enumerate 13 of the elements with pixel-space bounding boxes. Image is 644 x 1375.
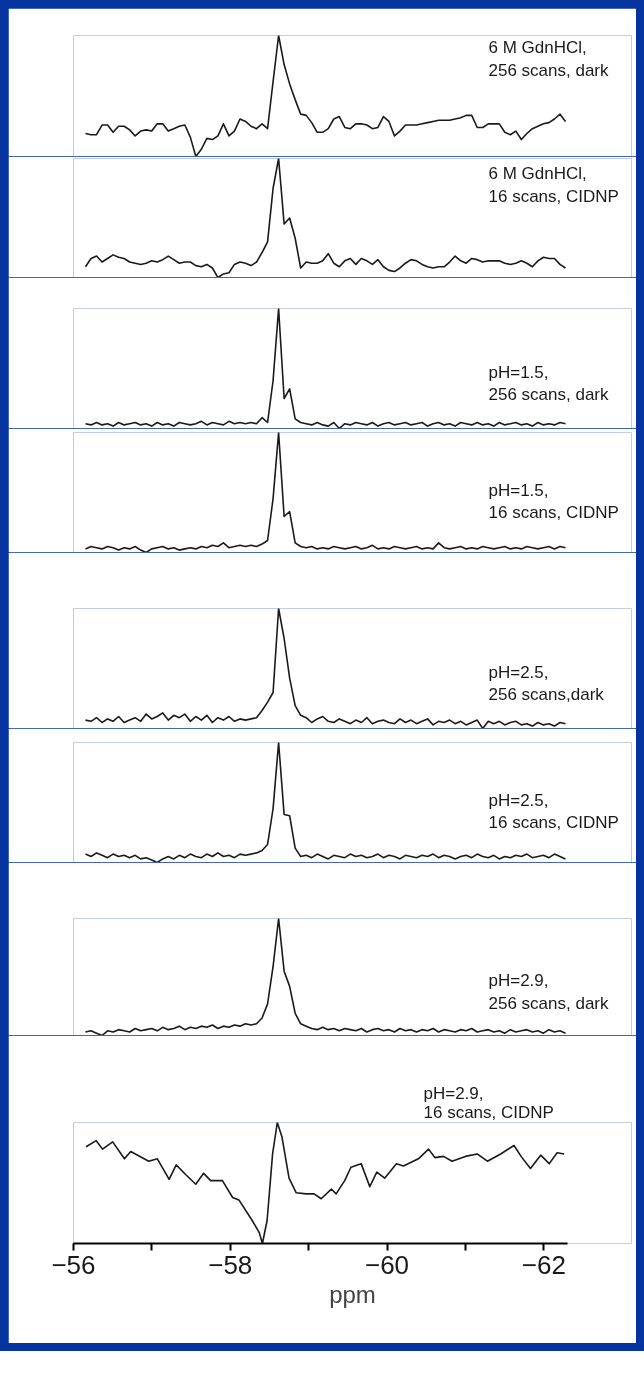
x-axis-title: ppm bbox=[329, 1280, 376, 1308]
annotation: 6 M GdnHCl, 256 scans, dark bbox=[488, 37, 610, 80]
annotation: pH=2.5, 256 scans,dark bbox=[488, 662, 605, 705]
annotation: pH=2.9, 256 scans, dark bbox=[488, 971, 610, 1013]
x-tick-label: −58 bbox=[208, 1249, 253, 1280]
annotation: pH=2.5, 16 scans, CIDNP bbox=[488, 790, 619, 833]
x-tick-label: −56 bbox=[51, 1249, 96, 1280]
text: pH=2.9, 16 scans, CIDNP bbox=[423, 1083, 554, 1122]
x-tick-label: −62 bbox=[521, 1249, 566, 1280]
x-tick-label: −60 bbox=[364, 1249, 410, 1280]
annotation: 6 M GdnHCl, 16 scans, CIDNP bbox=[488, 164, 619, 207]
annotation: pH=1.5, 256 scans, dark bbox=[488, 362, 610, 405]
annotation: pH=1.5, 16 scans, CIDNP bbox=[488, 480, 619, 523]
